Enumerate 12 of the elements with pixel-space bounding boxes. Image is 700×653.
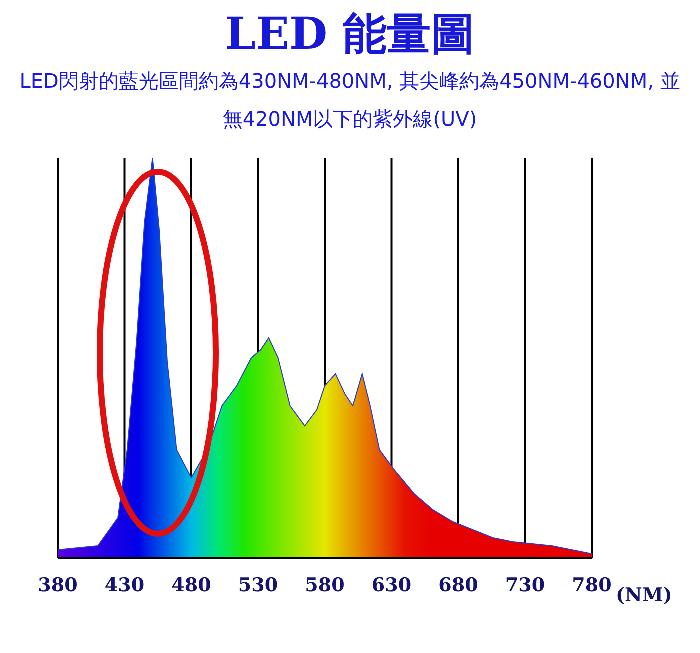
x-tick-label: 630 <box>372 574 412 596</box>
x-tick-label: 380 <box>38 574 78 596</box>
x-tick-label: 580 <box>305 574 345 596</box>
x-tick-label: 480 <box>172 574 212 596</box>
x-tick-label: 780 <box>572 574 612 596</box>
x-tick-label: 530 <box>238 574 278 596</box>
x-axis-title: (NM) <box>616 584 672 607</box>
x-tick-label: 730 <box>505 574 546 596</box>
chart-subtitle: LED閃射的藍光區間約為430NM-480NM, 其尖峰約為450NM-460NM, 並無420NM以下的紫外線(UV) <box>18 68 682 133</box>
chart-title: LED 能量圖 <box>224 8 476 62</box>
x-tick-label: 680 <box>438 574 478 596</box>
x-tick-label: 430 <box>104 574 145 596</box>
